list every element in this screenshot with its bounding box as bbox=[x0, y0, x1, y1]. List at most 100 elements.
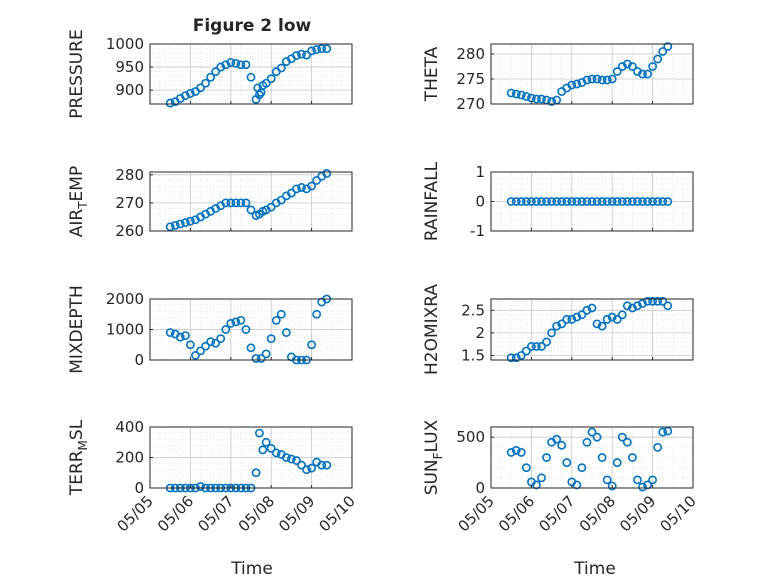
data-point bbox=[663, 301, 673, 311]
y-axis-label: TERRMSL bbox=[67, 419, 90, 496]
y-tick-label: 2 bbox=[475, 324, 485, 342]
data-point bbox=[196, 482, 205, 491]
data-point bbox=[307, 463, 316, 473]
data-point bbox=[241, 198, 251, 208]
data-point bbox=[236, 315, 246, 325]
data-point bbox=[592, 74, 602, 84]
data-point bbox=[286, 454, 296, 464]
data-point bbox=[572, 312, 582, 322]
data-point bbox=[516, 448, 526, 457]
data-point bbox=[552, 197, 562, 206]
data-point bbox=[653, 296, 663, 306]
data-point bbox=[297, 183, 306, 192]
data-point bbox=[577, 463, 587, 473]
data-point bbox=[547, 97, 556, 106]
data-point bbox=[261, 78, 271, 88]
data-point bbox=[607, 481, 617, 491]
data-point bbox=[582, 197, 592, 206]
y-axis-label: H2OMIXRA bbox=[422, 284, 442, 375]
y-tick-label: 280 bbox=[115, 166, 144, 184]
data-point bbox=[256, 354, 266, 363]
y-tick-label: 275 bbox=[456, 70, 485, 88]
data-point bbox=[231, 58, 241, 68]
x-tick-label: 05/08 bbox=[235, 492, 278, 535]
data-point bbox=[221, 325, 231, 334]
data-point bbox=[185, 216, 195, 226]
data-point bbox=[165, 222, 175, 232]
data-point bbox=[582, 305, 592, 315]
data-point bbox=[312, 176, 322, 185]
data-point bbox=[286, 188, 296, 198]
data-point bbox=[582, 437, 592, 447]
x-tick-label: 05/07 bbox=[194, 492, 237, 535]
data-point bbox=[317, 44, 327, 54]
x-tick-label: 05/10 bbox=[316, 492, 359, 535]
data-point bbox=[597, 75, 607, 85]
y-tick-label: 1000 bbox=[106, 35, 144, 53]
data-point bbox=[557, 319, 567, 329]
data-series bbox=[165, 44, 332, 108]
data-point bbox=[567, 80, 577, 90]
x-tick-label: 05/06 bbox=[154, 492, 197, 535]
subplot-mixdepth: 0 1000 2000 MIXDEPTH bbox=[67, 285, 353, 374]
data-point bbox=[552, 434, 562, 444]
data-point bbox=[201, 78, 210, 88]
data-point bbox=[643, 296, 652, 306]
data-point bbox=[653, 54, 663, 64]
data-point bbox=[261, 437, 271, 447]
data-point bbox=[607, 197, 617, 206]
data-point bbox=[622, 59, 632, 69]
data-point bbox=[577, 197, 587, 206]
data-point bbox=[562, 197, 572, 206]
axes-box bbox=[490, 43, 694, 105]
subplot-theta: 270 275 280 THETA bbox=[422, 42, 694, 113]
data-point bbox=[612, 314, 622, 324]
data-point bbox=[231, 317, 241, 327]
x-tick-label: 05/08 bbox=[576, 492, 619, 535]
data-point bbox=[261, 349, 271, 359]
data-point bbox=[562, 314, 572, 324]
data-point bbox=[527, 342, 536, 351]
data-point bbox=[572, 197, 582, 206]
data-point bbox=[322, 169, 332, 178]
data-point bbox=[537, 197, 546, 206]
data-point bbox=[537, 94, 546, 104]
y-tick-label: 1 bbox=[475, 163, 485, 181]
data-point bbox=[170, 220, 180, 230]
data-point bbox=[633, 197, 642, 206]
subplot-rainfall: -1 0 1 RAINFALL bbox=[422, 161, 694, 241]
data-point bbox=[196, 346, 205, 356]
data-point bbox=[251, 354, 261, 363]
data-series bbox=[165, 169, 332, 232]
data-point bbox=[516, 90, 526, 100]
data-point bbox=[628, 197, 637, 206]
data-point bbox=[597, 453, 607, 462]
y-tick-label: 2000 bbox=[106, 290, 144, 308]
data-point bbox=[638, 482, 647, 492]
y-tick-label: -1 bbox=[470, 222, 485, 240]
data-point bbox=[231, 198, 241, 208]
data-point bbox=[597, 321, 607, 331]
data-point bbox=[532, 197, 541, 206]
data-point bbox=[307, 46, 316, 56]
data-point bbox=[577, 78, 587, 87]
data-point bbox=[226, 318, 236, 328]
data-point bbox=[663, 42, 673, 51]
data-point bbox=[658, 47, 668, 56]
data-point bbox=[612, 67, 622, 76]
data-point bbox=[612, 197, 622, 206]
axes-box bbox=[149, 43, 353, 105]
data-point bbox=[547, 197, 556, 206]
data-point bbox=[643, 69, 652, 79]
data-point bbox=[246, 205, 256, 215]
data-point bbox=[226, 198, 236, 208]
y-tick-label: 0 bbox=[475, 479, 485, 497]
data-point bbox=[322, 460, 332, 470]
x-tick-label: 05/09 bbox=[616, 492, 659, 535]
data-point bbox=[592, 432, 602, 442]
data-point bbox=[216, 334, 226, 344]
x-tick-label: 05/06 bbox=[495, 492, 538, 535]
